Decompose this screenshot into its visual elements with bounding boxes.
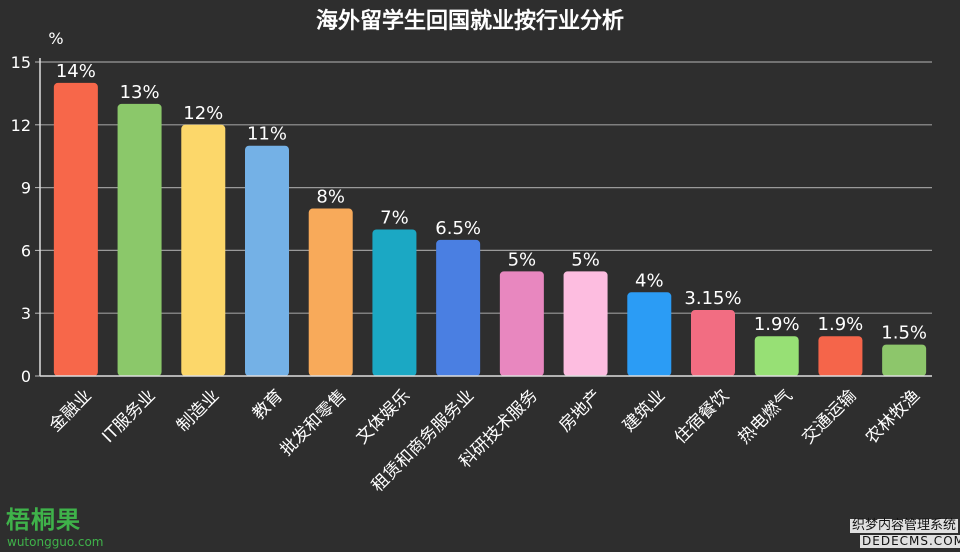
bar [818,336,863,376]
y-axis-label: % [48,29,63,48]
watermark-site-name: 织梦内容管理系统 [850,518,959,533]
bar-value-label: 7% [380,207,409,228]
y-tick-label: 0 [21,367,31,386]
category-label: 房地产 [555,386,605,436]
bar-value-label: 5% [508,249,537,270]
bar-value-label: 11% [247,124,287,145]
bar-value-label: 1.9% [818,314,864,335]
category-label: IT服务业 [98,386,159,447]
bar-value-label: 14% [56,61,96,82]
bar [882,344,927,376]
y-tick-label: 12 [11,116,31,135]
bar [245,145,289,376]
logo: 梧桐果 [6,506,81,534]
bar-value-label: 4% [635,270,664,291]
category-label: 住宿餐饮 [671,386,733,448]
bar-value-label: 13% [120,82,160,103]
bar [308,208,353,376]
category-label: 农林牧渔 [862,386,924,448]
logo-url: wutongguo.com [7,535,104,549]
watermark-site-url: DEDECMS.COM [860,535,960,548]
bar [53,82,98,376]
bar [754,336,799,376]
y-tick-label: 6 [21,241,31,260]
bar-value-label: 1.9% [754,314,800,335]
y-tick-label: 15 [11,53,31,72]
category-label: 金融业 [46,386,96,436]
category-label: 热电燃气 [735,386,797,448]
bar [117,103,162,376]
category-labels: 金融业 IT服务业 制造业 教育批发和零售 文体娱乐租赁和商务服务业科研技术服务 房地产建… [46,386,924,496]
value-labels: 14% 13% 12% 11% 8% 7% 6.5% 5% 5% 4% 3.15% 1.9% 1.9% 1… [56,61,927,344]
bar-value-label: 12% [183,103,223,124]
bar-value-label: 1.5% [881,323,927,344]
y-tick-label: 9 [21,179,31,198]
category-label: 交通运输 [798,386,860,448]
category-label: 制造业 [173,386,223,436]
category-label: 批发和零售 [276,386,350,460]
category-label: 建筑业 [619,386,669,436]
category-label: 文体娱乐 [352,386,414,448]
bar [181,124,226,376]
bar-value-label: 6.5% [435,218,481,239]
bar [499,271,544,376]
bar [563,271,608,376]
y-tick-label: 3 [21,304,31,323]
category-label: 教育 [249,386,287,424]
bar [691,310,735,376]
bar-value-label: 5% [571,249,600,270]
bars [53,82,927,376]
bar [372,229,417,376]
bar [436,239,481,376]
bar-value-label: 3.15% [684,288,741,309]
bar-value-label: 8% [316,187,345,208]
bar [627,292,672,376]
chart-title: 海外留学生回国就业按行业分析 [316,8,624,34]
y-tick-labels: 0 3 6 9 12 15 [11,53,31,386]
